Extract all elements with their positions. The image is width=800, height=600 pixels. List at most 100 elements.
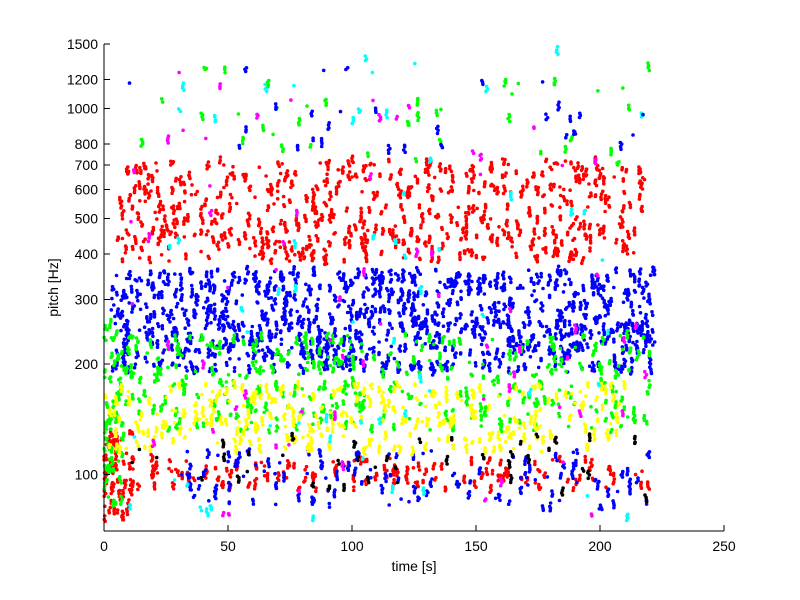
data-point — [224, 342, 228, 347]
data-point — [575, 166, 580, 170]
data-point — [391, 228, 395, 232]
data-point — [624, 248, 628, 253]
data-point — [226, 373, 231, 377]
data-point — [478, 289, 483, 293]
data-point — [621, 179, 626, 183]
data-point — [221, 479, 225, 484]
data-point — [571, 450, 576, 455]
data-point — [226, 245, 231, 249]
data-point — [347, 170, 352, 174]
data-point — [147, 319, 152, 324]
data-point — [640, 324, 644, 329]
data-point — [450, 175, 455, 180]
data-point — [225, 321, 230, 325]
data-point — [571, 257, 576, 262]
data-point — [389, 272, 393, 277]
data-point — [523, 459, 528, 463]
data-point — [526, 211, 531, 215]
data-point — [524, 475, 529, 480]
data-point — [580, 261, 584, 266]
data-point — [491, 323, 496, 327]
data-point — [332, 232, 336, 236]
data-point — [527, 205, 531, 210]
data-point — [178, 417, 182, 421]
data-point — [446, 329, 450, 333]
data-point — [114, 348, 119, 353]
data-point — [482, 184, 487, 189]
data-point — [588, 246, 592, 250]
data-point — [567, 323, 572, 327]
data-point — [410, 368, 414, 372]
data-point — [577, 180, 582, 185]
data-point — [183, 326, 187, 331]
data-point — [341, 165, 346, 169]
data-point — [278, 245, 283, 249]
data-point — [420, 212, 425, 216]
data-point — [393, 245, 398, 250]
data-point — [311, 256, 316, 261]
data-point — [180, 476, 184, 481]
data-point — [489, 183, 493, 188]
data-point — [347, 304, 351, 309]
data-point — [120, 259, 125, 264]
data-point — [621, 244, 626, 248]
data-point — [155, 169, 159, 173]
data-point — [557, 414, 562, 419]
data-point — [108, 505, 113, 510]
data-point — [387, 296, 392, 301]
data-point — [305, 199, 309, 204]
data-point — [615, 323, 620, 327]
data-point — [454, 482, 459, 487]
data-point — [175, 206, 180, 211]
data-point — [459, 394, 463, 398]
data-point — [217, 247, 221, 252]
data-point — [412, 297, 417, 302]
data-point — [537, 236, 541, 240]
data-point — [379, 275, 384, 280]
data-point — [447, 342, 452, 347]
data-point — [402, 278, 406, 282]
data-point — [271, 308, 276, 312]
data-point — [120, 217, 125, 221]
data-point — [620, 209, 625, 214]
data-point — [402, 220, 407, 225]
data-point — [246, 485, 250, 489]
data-point — [594, 183, 599, 188]
data-point — [571, 238, 575, 243]
data-point — [552, 252, 557, 256]
data-point — [162, 270, 167, 275]
data-point — [362, 222, 366, 227]
data-point — [215, 244, 220, 248]
data-point — [528, 355, 533, 359]
data-point — [456, 205, 461, 210]
data-point — [624, 244, 629, 248]
data-point — [603, 209, 607, 214]
data-point — [394, 455, 398, 460]
data-point — [479, 336, 484, 340]
data-point — [582, 226, 586, 231]
data-point — [367, 347, 372, 351]
data-point — [350, 156, 354, 161]
data-point — [179, 175, 183, 179]
data-point — [597, 176, 602, 180]
data-point — [398, 349, 403, 353]
data-point — [281, 194, 286, 199]
data-point — [305, 368, 310, 373]
data-point — [213, 354, 217, 359]
data-point — [533, 478, 538, 482]
data-point — [308, 292, 313, 297]
data-point — [331, 460, 336, 464]
data-point — [127, 467, 132, 471]
data-point — [505, 224, 509, 228]
data-point — [332, 212, 336, 217]
data-point — [307, 452, 311, 457]
data-point — [384, 203, 389, 207]
data-point — [483, 332, 488, 336]
data-point — [498, 498, 502, 503]
data-point — [236, 338, 240, 343]
data-point — [310, 208, 315, 212]
data-point — [441, 314, 446, 319]
data-point — [367, 208, 372, 213]
data-point — [231, 164, 235, 169]
data-point — [115, 238, 120, 242]
